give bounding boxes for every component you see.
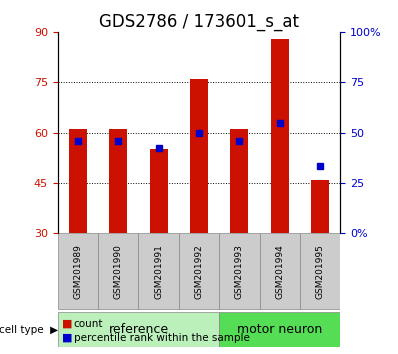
Text: percentile rank within the sample: percentile rank within the sample (74, 333, 250, 343)
Title: GDS2786 / 173601_s_at: GDS2786 / 173601_s_at (99, 13, 299, 30)
Text: GSM201994: GSM201994 (275, 244, 284, 299)
Text: reference: reference (108, 323, 168, 336)
Bar (69, 129, 87, 234)
Text: motor neuron: motor neuron (237, 323, 322, 336)
Bar (300, 234, 340, 309)
Bar (271, 39, 289, 234)
Bar (179, 234, 219, 309)
Bar (150, 149, 168, 234)
Text: GSM201990: GSM201990 (114, 244, 123, 299)
Bar (98, 234, 139, 309)
Text: GSM201992: GSM201992 (195, 244, 203, 299)
Bar (219, 234, 259, 309)
Bar (230, 129, 248, 234)
Bar (190, 79, 208, 234)
Text: ■: ■ (62, 333, 72, 343)
Text: GSM201995: GSM201995 (316, 244, 325, 299)
Bar (311, 180, 329, 234)
Text: ■: ■ (62, 319, 72, 329)
Text: GSM201993: GSM201993 (235, 244, 244, 299)
Bar (219, 312, 340, 347)
Bar (58, 234, 98, 309)
Bar (259, 234, 300, 309)
Bar (109, 129, 127, 234)
Bar (58, 312, 219, 347)
Text: GSM201991: GSM201991 (154, 244, 163, 299)
Text: GSM201989: GSM201989 (73, 244, 82, 299)
Text: count: count (74, 319, 103, 329)
Text: cell type  ▶: cell type ▶ (0, 325, 58, 335)
Bar (139, 234, 179, 309)
